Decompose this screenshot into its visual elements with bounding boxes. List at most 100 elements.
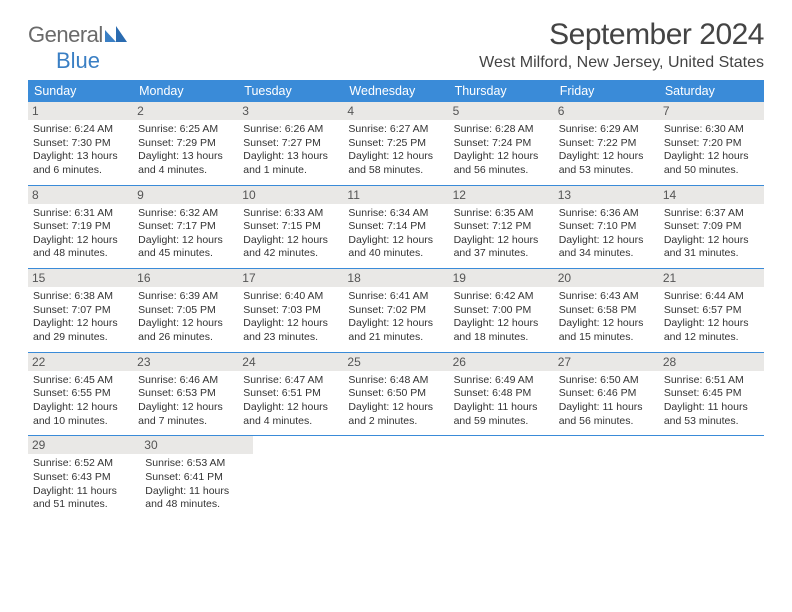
daylight-text: Daylight: 13 hours and 1 minute. <box>243 150 338 177</box>
day-number: 15 <box>28 269 133 287</box>
sunset-text: Sunset: 7:05 PM <box>138 304 233 318</box>
daylight-text: Daylight: 12 hours and 53 minutes. <box>559 150 654 177</box>
day-cell: 5 Sunrise: 6:28 AMSunset: 7:24 PMDaylight… <box>449 102 554 185</box>
day-info: Sunrise: 6:28 AMSunset: 7:24 PMDaylight:… <box>454 123 549 178</box>
daylight-text: Daylight: 11 hours and 51 minutes. <box>33 485 135 512</box>
day-info: Sunrise: 6:49 AMSunset: 6:48 PMDaylight:… <box>454 374 549 429</box>
sunrise-text: Sunrise: 6:48 AM <box>348 374 443 388</box>
day-cell: 11 Sunrise: 6:34 AMSunset: 7:14 PMDayligh… <box>343 186 448 269</box>
day-number: 5 <box>449 102 554 120</box>
day-cell: 30Sunrise: 6:53 AMSunset: 6:41 PMDayligh… <box>140 436 252 519</box>
sunset-text: Sunset: 7:00 PM <box>454 304 549 318</box>
month-title: September 2024 <box>479 18 764 52</box>
day-number: 29 <box>28 436 140 454</box>
daylight-text: Daylight: 12 hours and 58 minutes. <box>348 150 443 177</box>
day-number: 24 <box>238 353 343 371</box>
sunrise-text: Sunrise: 6:49 AM <box>454 374 549 388</box>
sunset-text: Sunset: 6:55 PM <box>33 387 128 401</box>
sunrise-text: Sunrise: 6:29 AM <box>559 123 654 137</box>
sunrise-text: Sunrise: 6:44 AM <box>664 290 759 304</box>
sunrise-text: Sunrise: 6:38 AM <box>33 290 128 304</box>
day-info: Sunrise: 6:29 AMSunset: 7:22 PMDaylight:… <box>559 123 654 178</box>
sunset-text: Sunset: 7:29 PM <box>138 137 233 151</box>
day-number: 13 <box>554 186 659 204</box>
sunset-text: Sunset: 7:07 PM <box>33 304 128 318</box>
day-info: Sunrise: 6:26 AMSunset: 7:27 PMDaylight:… <box>243 123 338 178</box>
day-info: Sunrise: 6:52 AMSunset: 6:43 PMDaylight:… <box>33 457 135 512</box>
sunset-text: Sunset: 7:17 PM <box>138 220 233 234</box>
day-cell: 28Sunrise: 6:51 AMSunset: 6:45 PMDayligh… <box>659 353 764 436</box>
daylight-text: Daylight: 13 hours and 6 minutes. <box>33 150 128 177</box>
day-cell: 3 Sunrise: 6:26 AMSunset: 7:27 PMDaylight… <box>238 102 343 185</box>
day-cell: 9Sunrise: 6:32 AMSunset: 7:17 PMDaylight… <box>133 186 238 269</box>
sunrise-text: Sunrise: 6:32 AM <box>138 207 233 221</box>
daylight-text: Daylight: 12 hours and 21 minutes. <box>348 317 443 344</box>
day-info: Sunrise: 6:39 AMSunset: 7:05 PMDaylight:… <box>138 290 233 345</box>
day-cell: 27Sunrise: 6:50 AMSunset: 6:46 PMDayligh… <box>554 353 659 436</box>
sunset-text: Sunset: 7:15 PM <box>243 220 338 234</box>
daylight-text: Daylight: 12 hours and 45 minutes. <box>138 234 233 261</box>
sunrise-text: Sunrise: 6:43 AM <box>559 290 654 304</box>
day-cell: 25Sunrise: 6:48 AMSunset: 6:50 PMDayligh… <box>343 353 448 436</box>
day-number: 17 <box>238 269 343 287</box>
sunset-text: Sunset: 7:20 PM <box>664 137 759 151</box>
empty-cell <box>253 436 355 519</box>
week-row: 8Sunrise: 6:31 AMSunset: 7:19 PMDaylight… <box>28 186 764 270</box>
sunrise-text: Sunrise: 6:25 AM <box>138 123 233 137</box>
sunset-text: Sunset: 7:27 PM <box>243 137 338 151</box>
sunset-text: Sunset: 7:09 PM <box>664 220 759 234</box>
sunrise-text: Sunrise: 6:45 AM <box>33 374 128 388</box>
sunset-text: Sunset: 7:03 PM <box>243 304 338 318</box>
day-info: Sunrise: 6:45 AMSunset: 6:55 PMDaylight:… <box>33 374 128 429</box>
daylight-text: Daylight: 11 hours and 53 minutes. <box>664 401 759 428</box>
day-number: 11 <box>343 186 448 204</box>
sunrise-text: Sunrise: 6:37 AM <box>664 207 759 221</box>
day-info: Sunrise: 6:34 AMSunset: 7:14 PMDaylight:… <box>348 207 443 262</box>
day-info: Sunrise: 6:24 AMSunset: 7:30 PMDaylight:… <box>33 123 128 178</box>
day-header-cell: Sunday <box>28 80 133 102</box>
sunrise-text: Sunrise: 6:52 AM <box>33 457 135 471</box>
week-row: 1Sunrise: 6:24 AMSunset: 7:30 PMDaylight… <box>28 102 764 186</box>
sunrise-text: Sunrise: 6:31 AM <box>33 207 128 221</box>
sunset-text: Sunset: 7:30 PM <box>33 137 128 151</box>
day-number: 23 <box>133 353 238 371</box>
day-info: Sunrise: 6:36 AMSunset: 7:10 PMDaylight:… <box>559 207 654 262</box>
day-info: Sunrise: 6:31 AMSunset: 7:19 PMDaylight:… <box>33 207 128 262</box>
day-info: Sunrise: 6:50 AMSunset: 6:46 PMDaylight:… <box>559 374 654 429</box>
day-number: 3 <box>238 102 343 120</box>
day-cell: 17 Sunrise: 6:40 AMSunset: 7:03 PMDayligh… <box>238 269 343 352</box>
day-number: 26 <box>449 353 554 371</box>
day-cell: 12Sunrise: 6:35 AMSunset: 7:12 PMDayligh… <box>449 186 554 269</box>
sunset-text: Sunset: 7:02 PM <box>348 304 443 318</box>
daylight-text: Daylight: 12 hours and 34 minutes. <box>559 234 654 261</box>
sunset-text: Sunset: 7:14 PM <box>348 220 443 234</box>
sunset-text: Sunset: 6:45 PM <box>664 387 759 401</box>
day-info: Sunrise: 6:38 AMSunset: 7:07 PMDaylight:… <box>33 290 128 345</box>
sunset-text: Sunset: 6:46 PM <box>559 387 654 401</box>
day-number: 7 <box>659 102 764 120</box>
sunrise-text: Sunrise: 6:39 AM <box>138 290 233 304</box>
logo-text-general: General <box>28 22 103 47</box>
day-cell: 13 Sunrise: 6:36 AMSunset: 7:10 PMDayligh… <box>554 186 659 269</box>
day-number: 21 <box>659 269 764 287</box>
daylight-text: Daylight: 12 hours and 2 minutes. <box>348 401 443 428</box>
daylight-text: Daylight: 12 hours and 4 minutes. <box>243 401 338 428</box>
logo-text-blue: Blue <box>56 48 100 73</box>
sunrise-text: Sunrise: 6:40 AM <box>243 290 338 304</box>
day-info: Sunrise: 6:37 AMSunset: 7:09 PMDaylight:… <box>664 207 759 262</box>
day-cell: 20Sunrise: 6:43 AMSunset: 6:58 PMDayligh… <box>554 269 659 352</box>
daylight-text: Daylight: 12 hours and 23 minutes. <box>243 317 338 344</box>
day-number: 25 <box>343 353 448 371</box>
daylight-text: Daylight: 11 hours and 56 minutes. <box>559 401 654 428</box>
sunset-text: Sunset: 6:43 PM <box>33 471 135 485</box>
sunrise-text: Sunrise: 6:51 AM <box>664 374 759 388</box>
empty-cell <box>457 436 559 519</box>
day-info: Sunrise: 6:51 AMSunset: 6:45 PMDaylight:… <box>664 374 759 429</box>
sunrise-text: Sunrise: 6:42 AM <box>454 290 549 304</box>
sunset-text: Sunset: 7:22 PM <box>559 137 654 151</box>
day-info: Sunrise: 6:47 AMSunset: 6:51 PMDaylight:… <box>243 374 338 429</box>
daylight-text: Daylight: 12 hours and 37 minutes. <box>454 234 549 261</box>
daylight-text: Daylight: 12 hours and 42 minutes. <box>243 234 338 261</box>
day-header-cell: Tuesday <box>238 80 343 102</box>
sunrise-text: Sunrise: 6:27 AM <box>348 123 443 137</box>
